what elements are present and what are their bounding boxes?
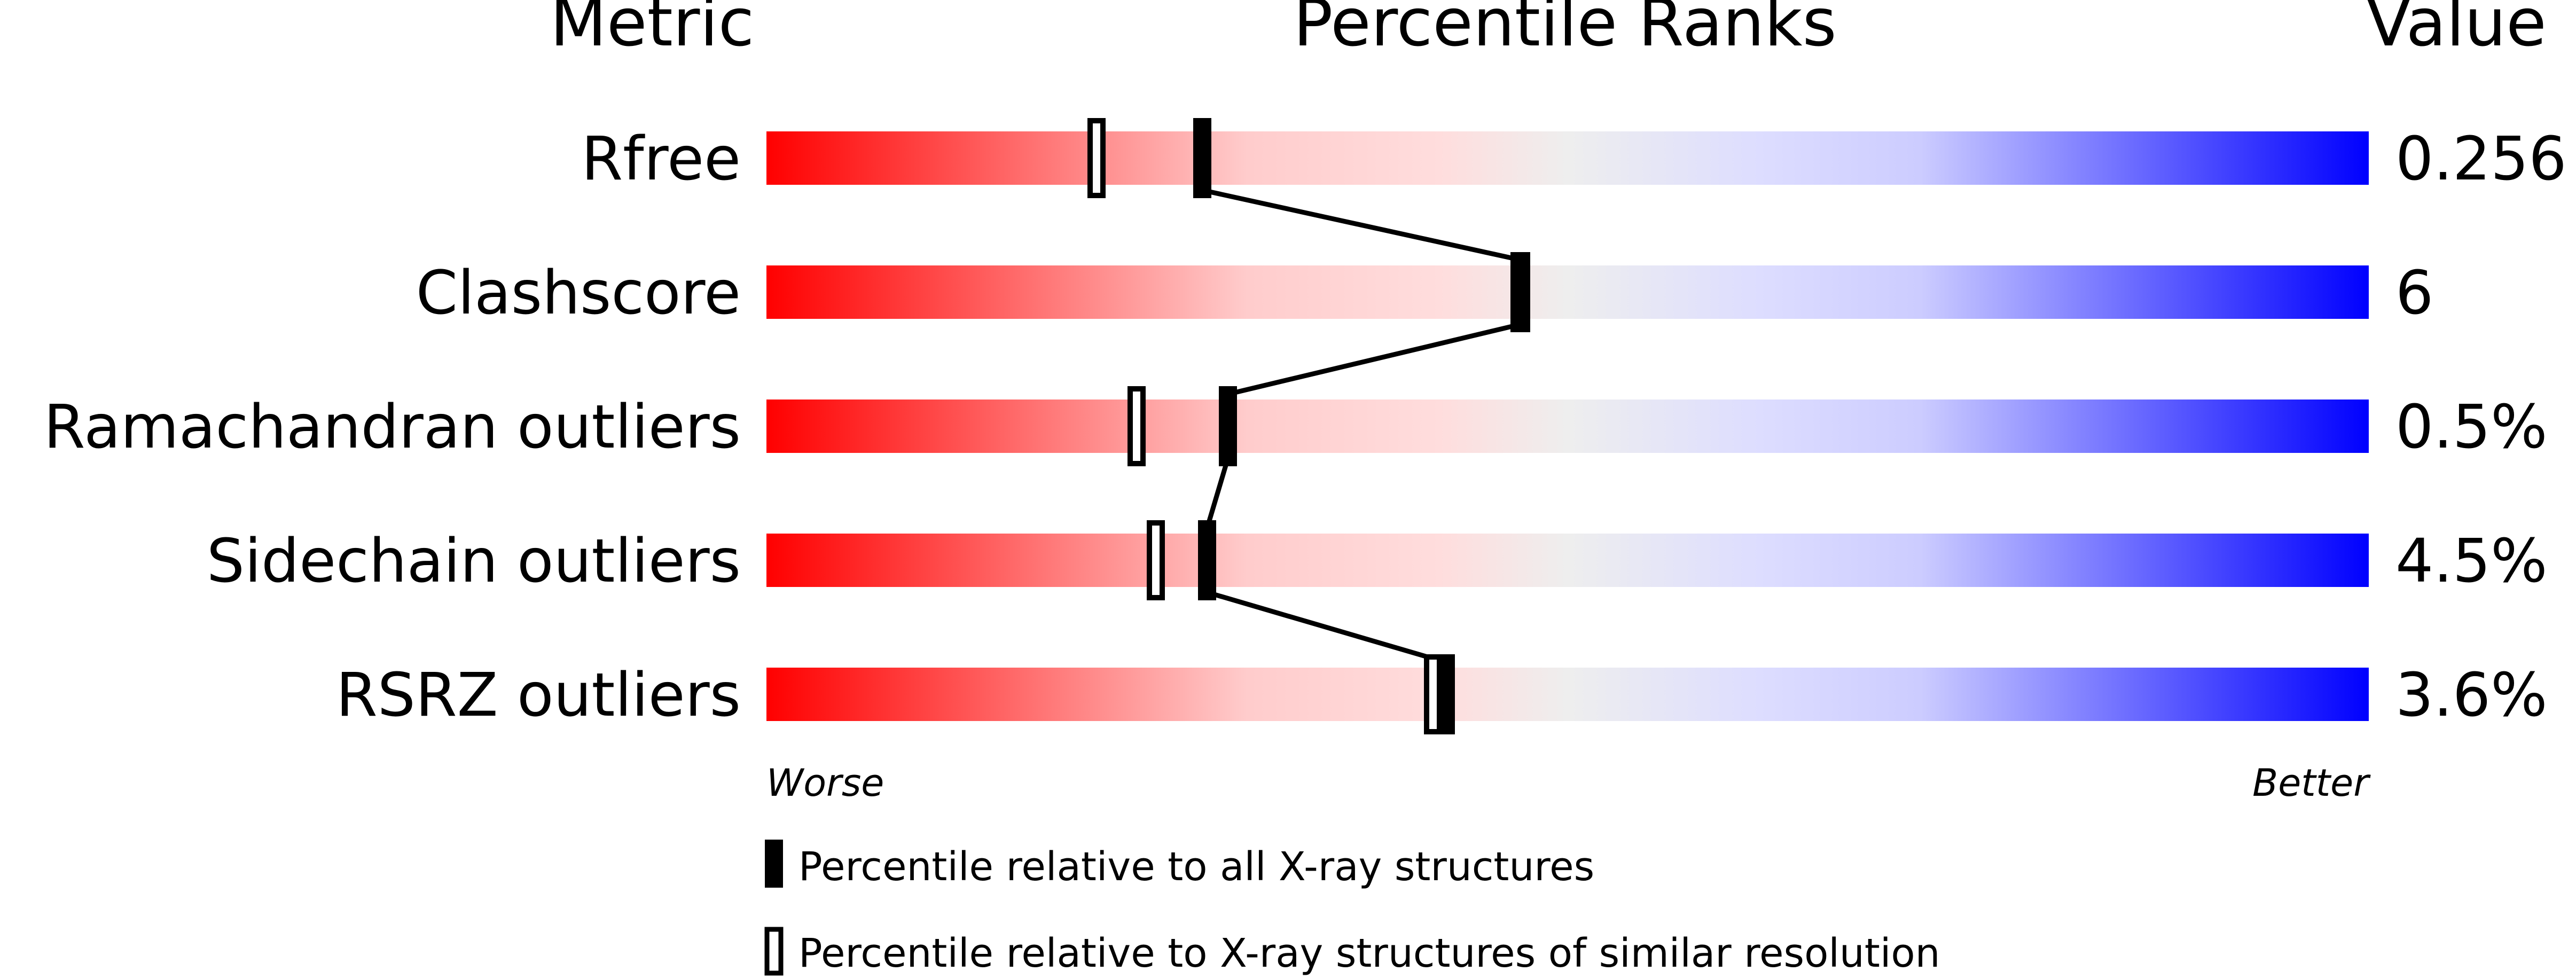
- connector-line: [1227, 322, 1522, 397]
- header-metric: Metric: [550, 0, 754, 61]
- percentile-bar: [766, 668, 2369, 721]
- legend-filled-marker-icon: [765, 840, 783, 888]
- metric-label: Rfree: [581, 124, 741, 194]
- marker-all-structures: [1512, 252, 1530, 332]
- value-label: 4.5%: [2395, 527, 2548, 596]
- better-label: Better: [2252, 761, 2371, 805]
- legend-open-marker-icon: [764, 927, 784, 976]
- worse-label: Worse: [766, 761, 884, 805]
- marker-similar-resolution: [1087, 118, 1106, 198]
- connector-line: [1202, 187, 1522, 263]
- metric-label: Sidechain outliers: [207, 527, 741, 596]
- legend-similar: Percentile relative to X-ray structures …: [798, 930, 1940, 976]
- metric-label: Clashscore: [416, 259, 741, 328]
- marker-similar-resolution: [1147, 520, 1165, 600]
- value-label: 0.5%: [2395, 393, 2548, 462]
- marker-all-structures: [1219, 386, 1237, 466]
- percentile-bar: [766, 265, 2369, 319]
- percentile-bar: [766, 131, 2369, 185]
- value-label: 0.256: [2395, 124, 2567, 194]
- percentile-bar: [766, 400, 2369, 453]
- percentile-bar: [766, 534, 2369, 587]
- metric-label: Ramachandran outliers: [44, 393, 741, 462]
- marker-all-structures: [1437, 654, 1455, 734]
- legend-all: Percentile relative to all X-ray structu…: [798, 844, 1594, 890]
- marker-all-structures: [1193, 118, 1211, 198]
- metric-label: RSRZ outliers: [336, 661, 741, 730]
- marker-all-structures: [1198, 520, 1216, 600]
- marker-similar-resolution: [1128, 386, 1146, 466]
- value-label: 6: [2395, 259, 2433, 328]
- value-label: 3.6%: [2395, 661, 2548, 730]
- connector-line: [1204, 457, 1231, 529]
- connector-line: [1206, 590, 1447, 665]
- header-percentile-ranks: Percentile Ranks: [1293, 0, 1836, 61]
- header-value: Value: [2366, 0, 2547, 61]
